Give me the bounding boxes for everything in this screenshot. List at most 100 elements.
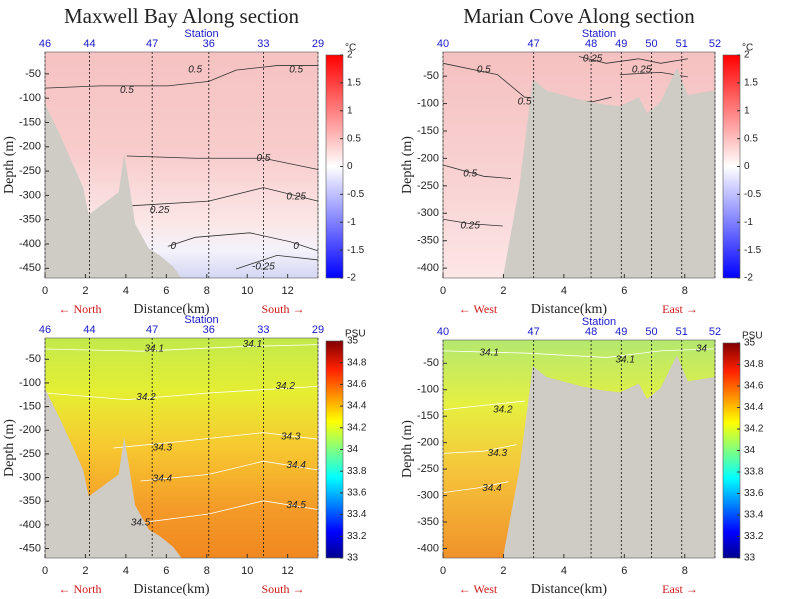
- colorbar-tick-label: 34.6: [744, 381, 764, 392]
- x-axis-label: Distance(km): [531, 582, 608, 597]
- x-tick-label: 6: [163, 565, 169, 577]
- bathymetry: [502, 67, 715, 278]
- colorbar-tick-label: 1.5: [347, 78, 361, 89]
- bathymetry: [502, 355, 715, 558]
- y-tick-label: -200: [417, 437, 439, 449]
- contour-line: [442, 348, 716, 358]
- y-tick-label: -50: [25, 353, 41, 365]
- colorbar-tick-label: 1.5: [744, 78, 758, 89]
- colorbar-tick-label: 0: [347, 161, 353, 172]
- station-name: 29: [312, 38, 324, 50]
- y-tick-label: -50: [25, 68, 41, 80]
- contour-label: 0.5: [256, 153, 270, 164]
- y-axis-label: Depth (m): [2, 419, 17, 477]
- direction-label: South →: [261, 302, 304, 316]
- y-tick-label: -100: [417, 384, 439, 396]
- bathymetry: [45, 103, 182, 278]
- colorbar-tick-label: 34.8: [347, 357, 367, 368]
- x-axis-label: Distance(km): [133, 582, 210, 597]
- contour-label: 0.5: [120, 85, 134, 96]
- station-name: 46: [39, 38, 51, 50]
- direction-label: East →: [662, 582, 698, 596]
- direction-label: East →: [662, 302, 698, 316]
- x-axis-label: Distance(km): [531, 302, 608, 317]
- x-tick-label: 12: [282, 285, 294, 297]
- y-tick-label: -400: [417, 262, 439, 274]
- y-tick-label: -400: [19, 519, 41, 531]
- x-tick-label: 2: [82, 565, 88, 577]
- contour-label: 0.25: [460, 221, 480, 232]
- station-name: 50: [645, 38, 657, 50]
- x-tick-label: 8: [682, 285, 688, 297]
- contour-label: 34.1: [243, 339, 262, 350]
- station-name: 47: [146, 38, 158, 50]
- colorbar-tick-label: -1.5: [744, 245, 762, 256]
- colorbar-tick-label: 0.5: [347, 133, 361, 144]
- contour-label: 34.2: [276, 381, 296, 392]
- contour-line: [442, 444, 517, 454]
- contour-label: 0.25: [583, 53, 603, 64]
- y-tick-label: -100: [417, 97, 439, 109]
- colorbar-tick-label: -0.5: [347, 189, 365, 200]
- direction-label: ← North: [59, 582, 102, 596]
- y-tick-label: -250: [417, 180, 439, 192]
- x-tick-label: 8: [204, 565, 210, 577]
- station-name: 50: [645, 326, 657, 338]
- panel-title: Maxwell Bay Along section: [64, 4, 300, 28]
- x-tick-label: 6: [163, 285, 169, 297]
- y-axis-label: Depth (m): [2, 136, 17, 194]
- contour-label: 0.25: [286, 191, 306, 202]
- station-name: 47: [528, 38, 540, 50]
- colorbar-tick-label: -2: [347, 273, 356, 284]
- colorbar-unit: °C: [742, 43, 753, 54]
- station-name: 52: [709, 326, 721, 338]
- contour-label: 0.5: [477, 65, 491, 76]
- station-name: 40: [437, 326, 449, 338]
- contour-label: 34.1: [144, 344, 163, 355]
- contour-label: 34.3: [153, 443, 173, 454]
- contour-label: 0.5: [188, 65, 202, 76]
- colorbar-tick-label: -0.5: [744, 189, 762, 200]
- colorbar-tick-label: 0: [744, 161, 750, 172]
- station-name: 33: [257, 324, 269, 336]
- contour-label: 0.5: [289, 65, 303, 76]
- y-tick-label: -250: [19, 448, 41, 460]
- x-tick-label: 10: [241, 285, 253, 297]
- y-axis-label: Depth (m): [400, 136, 415, 194]
- station-name: 46: [39, 324, 51, 336]
- station-label: Station: [582, 316, 616, 328]
- plot-frame: [44, 51, 319, 279]
- y-tick-label: -200: [19, 424, 41, 436]
- x-tick-label: 2: [500, 565, 506, 577]
- contour-label: 0.5: [518, 96, 532, 107]
- station-name: 44: [83, 324, 95, 336]
- y-tick-label: -100: [19, 377, 41, 389]
- colorbar-tick-label: 35: [347, 336, 359, 347]
- colorbar-tick-label: 0.5: [744, 133, 758, 144]
- y-tick-label: -300: [417, 489, 439, 501]
- contour-label: 34.1: [480, 348, 499, 359]
- station-name: 36: [203, 324, 215, 336]
- contour-label: 34.1: [616, 354, 635, 365]
- contour-line: [44, 344, 319, 352]
- station-label: Station: [582, 28, 616, 40]
- x-tick-label: 12: [282, 565, 294, 577]
- y-tick-label: -300: [19, 471, 41, 483]
- contour-line: [442, 218, 503, 227]
- colorbar-tick-label: 33: [347, 553, 359, 564]
- x-tick-label: 2: [500, 285, 506, 297]
- colorbar-tick-label: -1: [744, 217, 753, 228]
- colorbar-tick-label: 1: [347, 105, 353, 116]
- colorbar-tick-label: 34.2: [347, 422, 367, 433]
- contour-line: [113, 432, 319, 449]
- station-name: 44: [83, 38, 95, 50]
- colorbar-tick-label: 33.6: [744, 488, 764, 499]
- x-tick-label: 6: [621, 565, 627, 577]
- colorbar-tick-label: 33.4: [347, 509, 367, 520]
- direction-label: ← West: [459, 302, 498, 316]
- colorbar-tick-label: 33.8: [347, 466, 367, 477]
- colorbar-unit: °C: [345, 43, 356, 54]
- contour-label: 34.5: [131, 517, 151, 528]
- colorbar-unit: PSU: [345, 329, 366, 340]
- station-name: 47: [528, 326, 540, 338]
